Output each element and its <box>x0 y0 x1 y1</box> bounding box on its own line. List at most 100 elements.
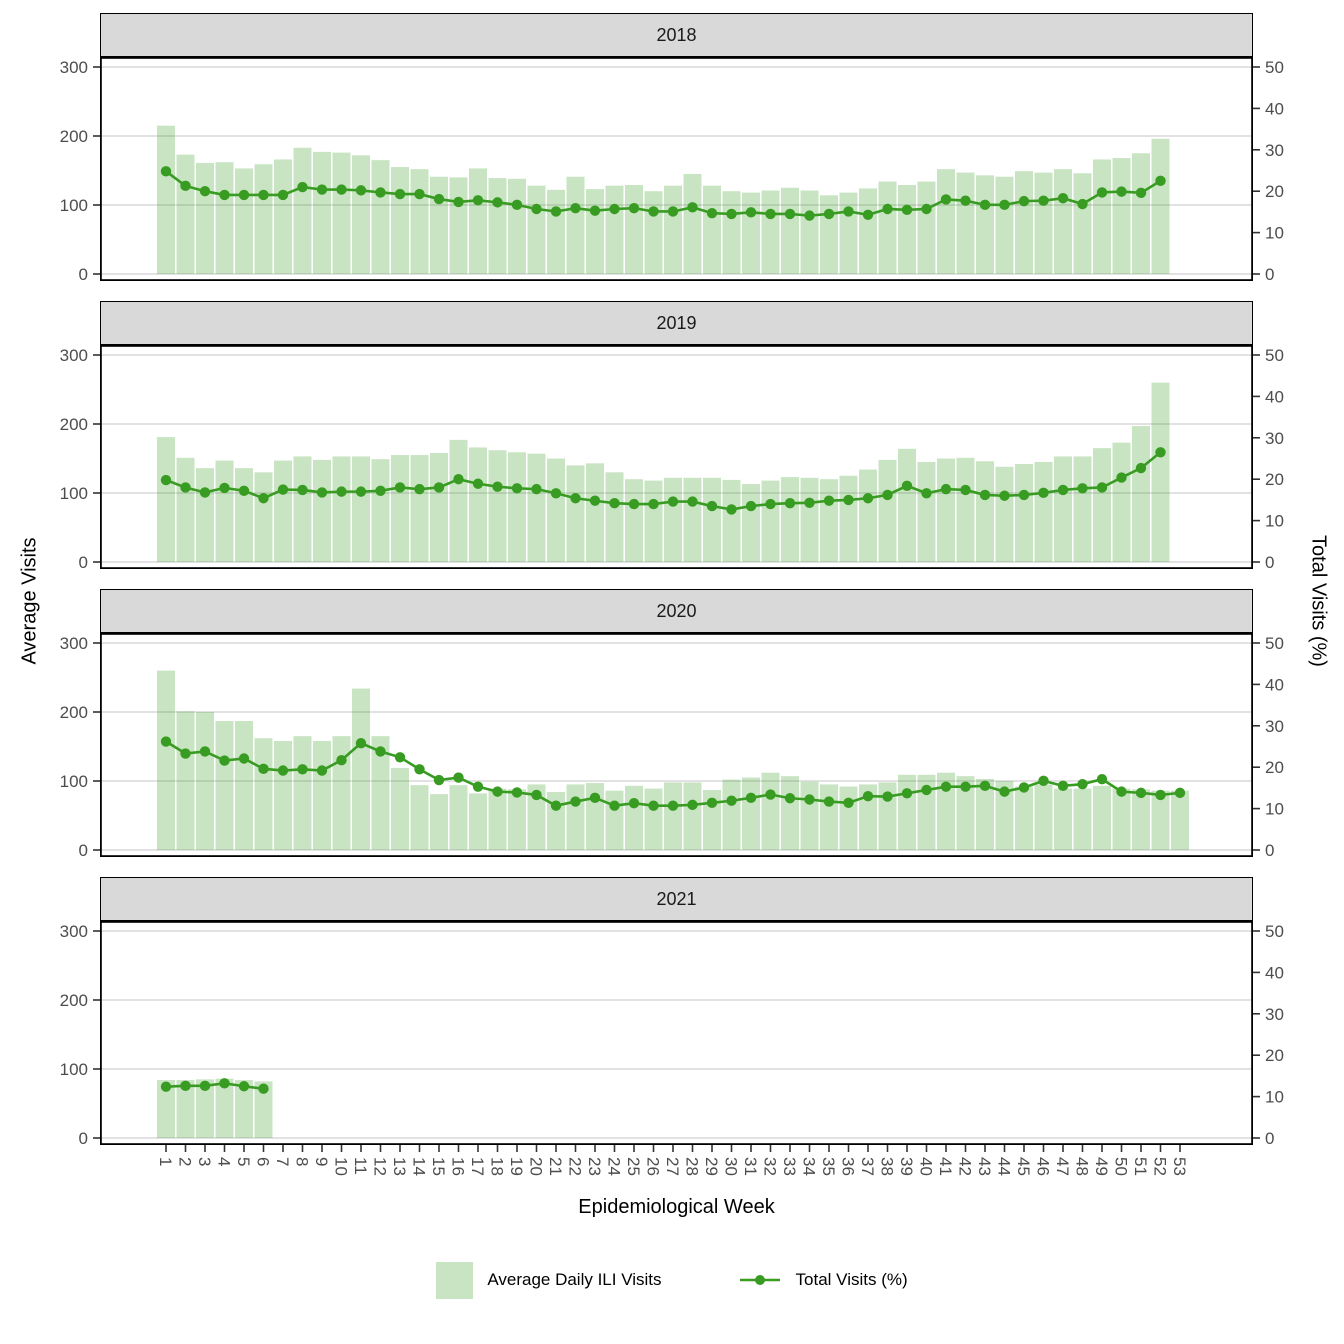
total-visits-point-week-17 <box>472 781 484 792</box>
total-visits-point-week-7 <box>277 765 289 776</box>
total-visits-point-week-34 <box>804 210 815 221</box>
ili-bar-week-9 <box>313 459 331 562</box>
x-tick-label-week-12: 12 <box>371 1157 390 1176</box>
total-visits-point-week-4 <box>219 189 230 201</box>
x-tick-label-week-10: 10 <box>332 1157 351 1176</box>
ili-bar-week-17 <box>469 447 487 562</box>
ili-bar-week-27 <box>664 477 682 562</box>
ili-bar-week-5 <box>235 720 253 850</box>
total-visits-point-week-12 <box>375 187 386 198</box>
y-right-tick-label: 30 <box>1265 429 1284 448</box>
y-left-tick-label: 0 <box>79 1129 88 1148</box>
ili-bar-week-16 <box>449 439 468 562</box>
ili-bar-week-19 <box>508 178 526 274</box>
ili-bar-week-3 <box>196 1079 214 1138</box>
total-visits-point-week-31 <box>745 500 757 512</box>
total-visits-point-week-29 <box>706 500 718 512</box>
ili-bar-week-51 <box>1132 153 1150 274</box>
y-right-tick-label: 0 <box>1265 1129 1274 1148</box>
x-tick-label-week-2: 2 <box>176 1157 195 1166</box>
total-visits-point-week-37 <box>862 209 874 220</box>
y-right-tick-label: 0 <box>1265 265 1274 284</box>
x-axis: 1 2 3 4 5 6 7 8 9 10 11 12 13 14 15 16 17 18 19 20 21 22 23 24 2… <box>156 1145 1189 1176</box>
total-visits-point-week-36 <box>843 206 854 217</box>
total-visits-point-week-50 <box>1116 786 1127 797</box>
ili-bar-week-52 <box>1151 138 1170 274</box>
x-tick-label-week-52: 52 <box>1151 1157 1170 1176</box>
panel-border <box>99 920 1253 1145</box>
ili-bar-week-8 <box>293 456 312 562</box>
ili-bar-week-47 <box>1054 169 1072 274</box>
total-visits-point-week-28 <box>687 202 698 213</box>
total-visits-point-week-42 <box>960 781 971 792</box>
total-visits-point-week-11 <box>355 486 367 497</box>
ili-bar-week-22 <box>566 784 585 850</box>
total-visits-point-week-2 <box>180 748 191 759</box>
ili-bar-week-24 <box>605 790 624 850</box>
y-right-tick-label: 10 <box>1265 1088 1284 1107</box>
total-visits-point-week-3 <box>199 487 211 498</box>
x-tick-label-week-23: 23 <box>585 1157 604 1176</box>
ili-bar-week-36 <box>839 192 858 274</box>
legend-label-line: Total Visits (%) <box>795 1270 908 1289</box>
ili-bar-week-28 <box>683 477 702 562</box>
x-tick-label-week-38: 38 <box>878 1157 897 1176</box>
total-visits-point-week-21 <box>550 206 562 217</box>
total-visits-point-week-39 <box>901 480 913 492</box>
total-visits-point-week-48 <box>1077 483 1088 494</box>
x-tick-label-week-29: 29 <box>702 1157 721 1176</box>
ili-bar-week-2 <box>176 1080 195 1138</box>
x-tick-label-week-26: 26 <box>644 1157 663 1176</box>
total-visits-point-week-38 <box>882 489 893 501</box>
ili-bar-week-31 <box>742 484 760 562</box>
facet-label-2021: 2021 <box>656 888 697 909</box>
ili-bar-week-36 <box>839 786 858 850</box>
ili-bar-week-46 <box>1034 461 1053 562</box>
panel-border <box>99 344 1253 569</box>
ili-bar-week-22 <box>566 465 585 562</box>
x-tick-label-week-20: 20 <box>527 1157 546 1176</box>
ili-bar-week-38 <box>878 782 897 850</box>
panel-plot-2021: 0 100 200 300 0 10 20 30 40 50 <box>60 920 1284 1148</box>
ili-bar-week-17 <box>469 168 487 274</box>
ili-bar-week-49 <box>1093 785 1111 850</box>
total-visits-point-week-23 <box>589 205 601 216</box>
ili-bar-week-34 <box>800 477 819 562</box>
y-right-tick-label: 50 <box>1265 922 1284 941</box>
total-visits-point-week-45 <box>1018 782 1030 793</box>
x-tick-label-week-47: 47 <box>1053 1157 1072 1176</box>
facet-label-2018: 2018 <box>656 24 697 45</box>
ili-bar-week-45 <box>1015 171 1033 274</box>
x-tick-label-week-46: 46 <box>1034 1157 1053 1176</box>
total-visits-point-week-14 <box>414 764 425 775</box>
ili-bar-week-20 <box>527 453 546 562</box>
x-tick-label-week-39: 39 <box>897 1157 916 1176</box>
total-visits-point-week-6 <box>258 493 269 504</box>
total-visits-point-week-27 <box>667 800 679 811</box>
y-axis-title-left: Average Visits <box>18 537 41 665</box>
ili-bar-week-1 <box>157 670 175 850</box>
total-visits-point-week-15 <box>433 774 445 786</box>
total-visits-point-week-33 <box>784 793 796 804</box>
total-visits-line <box>165 170 1162 217</box>
total-visits-point-week-47 <box>1057 193 1069 204</box>
total-visits-point-week-20 <box>531 203 542 215</box>
total-visits-line <box>165 451 1162 511</box>
total-visits-point-week-22 <box>570 796 581 807</box>
x-tick-label-week-18: 18 <box>488 1157 507 1176</box>
ili-bar-week-52 <box>1151 382 1170 562</box>
total-visits-point-week-4 <box>219 482 230 494</box>
ili-bar-week-24 <box>605 472 624 562</box>
line-point-icon <box>739 1275 780 1285</box>
total-visits-point-week-46 <box>1038 775 1049 787</box>
y-right-tick-label: 50 <box>1265 58 1284 77</box>
ili-bar-week-3 <box>196 162 214 274</box>
y-left-tick-label: 100 <box>60 772 88 791</box>
total-visits-point-week-16 <box>453 772 464 783</box>
x-tick-label-week-45: 45 <box>1014 1157 1033 1176</box>
y-left-tick-label: 100 <box>60 196 88 215</box>
ili-bar-week-20 <box>527 185 546 274</box>
facet-strip-2018: 2018 <box>100 13 1253 57</box>
total-visits-point-week-48 <box>1077 198 1088 210</box>
total-visits-point-week-8 <box>297 764 308 775</box>
